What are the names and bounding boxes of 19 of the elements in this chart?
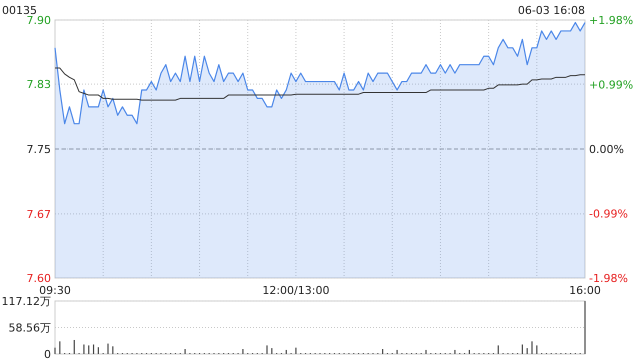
y-tick-label: 58.56万: [8, 322, 51, 334]
y2-tick-label: +1.98%: [589, 14, 634, 27]
y2-tick-label: -0.99%: [589, 208, 628, 220]
x-tick-label: 16:00: [569, 284, 601, 297]
y2-tick-label: +0.99%: [589, 78, 634, 92]
y-tick-label: 7.67: [26, 208, 51, 221]
y-tick-label: 7.83: [26, 78, 51, 92]
x-tick-label: 12:00/13:00: [262, 284, 330, 297]
y2-tick-label: 0.00%: [589, 143, 624, 156]
chart-title: 00135: [2, 4, 37, 17]
y-tick-label: 117.12万: [2, 295, 51, 308]
text: 06-03 16:08: [518, 4, 585, 17]
line-series: [54, 68, 586, 101]
y-tick-label: 0: [44, 348, 51, 360]
y2-tick-label: -1.98%: [589, 272, 628, 285]
y-tick-label: 7.60: [26, 272, 51, 285]
x-tick-label: 09:30: [39, 284, 71, 297]
y-tick-label: 7.75: [26, 143, 51, 156]
y-tick-label: 7.90: [26, 14, 51, 27]
